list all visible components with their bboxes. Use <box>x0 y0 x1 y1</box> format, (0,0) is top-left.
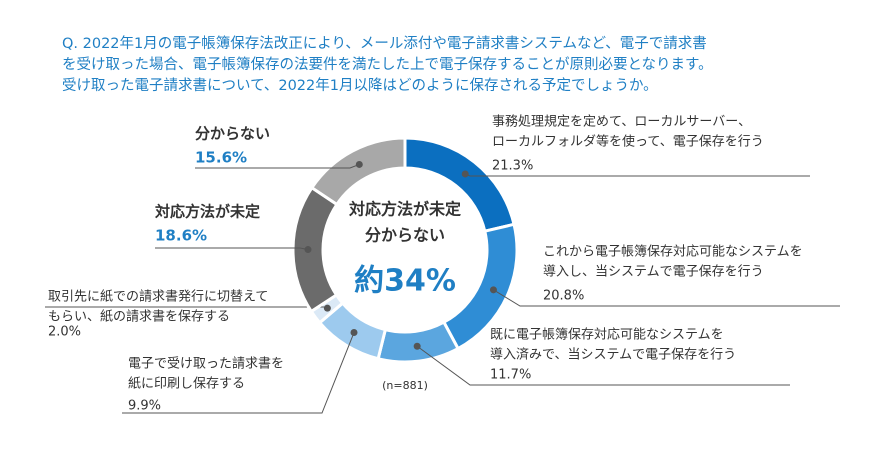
center-label: 分からない <box>365 226 445 245</box>
value-label: 11.7% <box>490 368 531 383</box>
center-label: 対応方法が未定 <box>348 200 461 219</box>
leader-dot <box>461 170 469 178</box>
slice <box>291 185 339 314</box>
value-label: 21.3% <box>492 159 533 174</box>
slice-label: 電子で受け取った請求書を <box>128 357 284 372</box>
leader-dot <box>323 304 331 312</box>
slice-label: 対応方法が未定 <box>154 203 260 221</box>
slice-label: 導入し、当システムで電子保存を行う <box>543 265 764 280</box>
slice <box>309 136 407 207</box>
slice-label: ローカルフォルダ等を使って、電子保存を行う <box>492 134 764 150</box>
slice-label: 分からない <box>195 125 270 143</box>
title: Q. 2022年1月の電子帳簿保存法改正により、メール添付や電子請求書システムな… <box>62 35 713 94</box>
leader-dot <box>304 246 312 254</box>
slice-label: 紙に印刷し保存する <box>128 377 245 392</box>
value-label: 2.0% <box>48 325 81 340</box>
leader-dot <box>355 160 363 168</box>
value-label: 20.8% <box>543 289 584 304</box>
slice-label: これから電子帳簿保存対応可能なシステムを <box>543 245 803 260</box>
slice-label: 事務処理規定を定めて、ローカルサーバー、 <box>492 115 751 130</box>
slice <box>376 320 461 364</box>
title-line: 受け取った電子請求書について、2022年1月以降はどのように保存される予定でしょ… <box>62 77 658 94</box>
note: (n=881) <box>382 379 428 392</box>
title-line: Q. 2022年1月の電子帳簿保存法改正により、メール添付や電子請求書システムな… <box>62 35 707 52</box>
value-label: 9.9% <box>128 399 161 414</box>
slice-label: 既に電子帳簿保存対応可能なシステムを <box>490 328 724 343</box>
center-value: 約34% <box>354 264 456 299</box>
slice-label: 導入済みで、当システムで電子保存を行う <box>490 347 736 363</box>
leader-line <box>416 345 790 386</box>
title-line: を受け取った場合、電子帳簿保存の法要件を満たした上で電子保存することが原則必要と… <box>62 56 713 73</box>
slice-label: 取引先に紙での請求書発行に切替えて <box>48 290 268 305</box>
leader-line <box>122 332 355 414</box>
value-label: 15.6% <box>195 149 247 167</box>
leader-dot <box>413 342 421 350</box>
leader-line <box>45 306 331 309</box>
leader-line <box>465 173 810 177</box>
leader-line <box>493 289 840 307</box>
leader-dot <box>489 286 497 294</box>
leader-line <box>155 247 309 251</box>
value-label: 18.6% <box>155 227 207 245</box>
leader-dot <box>350 329 358 337</box>
slice-label: もらい、紙の請求書を保存する <box>48 310 230 325</box>
